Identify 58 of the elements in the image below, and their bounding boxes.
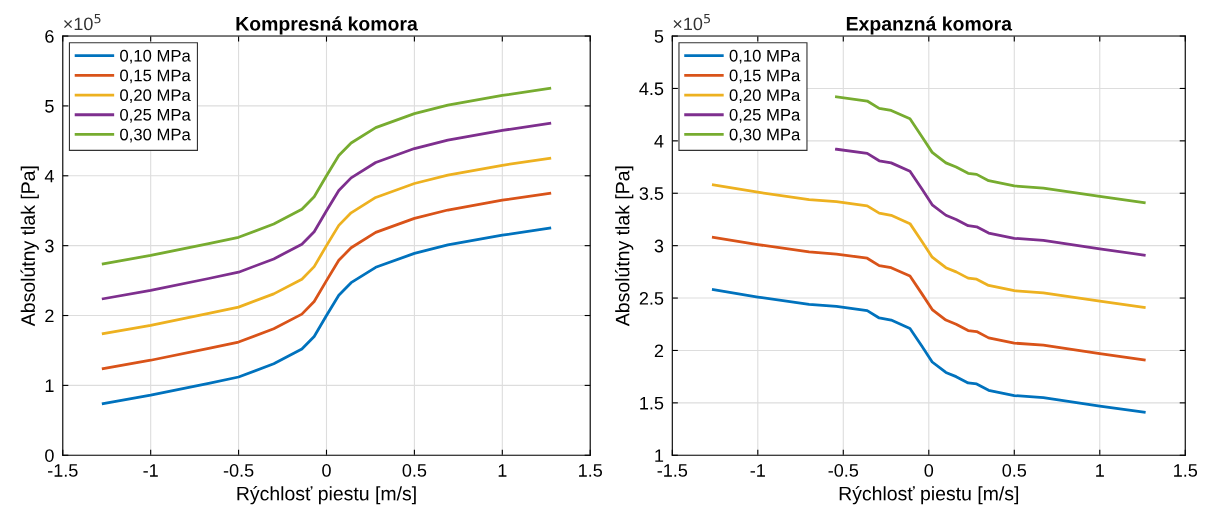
x-tick-label: 1.5 [579, 464, 603, 477]
y-axis-title: Absolútny tlak [Pa] [20, 166, 39, 327]
y-tick-label: 3 [654, 239, 664, 253]
legend-label: 0,25 MPa [729, 108, 801, 123]
line-series [101, 156, 552, 336]
y-axis-title: Absolútny tlak [Pa] [614, 166, 634, 327]
text: ×10$^{5}$ [673, 13, 711, 31]
x-tick-label: 0.5 [1002, 464, 1027, 477]
x-tick-label: 0.5 [402, 464, 427, 477]
y-tick-label: 1 [655, 449, 664, 462]
y-tick-label: 5 [45, 100, 54, 113]
line-series [711, 183, 1146, 309]
y-tick-label: 0 [45, 449, 54, 462]
y-tick-label: 3 [45, 239, 54, 253]
y-tick-label: 6 [45, 29, 54, 43]
line-series [835, 95, 1146, 205]
text: ×10$^{5}$ [64, 13, 101, 31]
y-tick-label: 4 [44, 169, 54, 183]
legend-label: 0,10 MPa [120, 49, 191, 64]
x-tick-label: 0 [322, 464, 331, 477]
legend-label: 0,25 MPa [120, 108, 191, 123]
x-tick-label: -1 [750, 464, 765, 477]
legend-label: 0,15 MPa [120, 69, 191, 84]
x-tick-label: -1 [143, 464, 158, 477]
x-tick-label: 1 [498, 464, 507, 477]
legend-label: 0,20 MPa [120, 89, 191, 103]
x-tick-label: -1.5 [657, 464, 688, 477]
x-tick-label: -0.5 [223, 464, 254, 477]
line-series [101, 122, 552, 301]
y-tick-label: 2 [45, 309, 54, 323]
legend-label: 0,15 MPa [729, 69, 801, 84]
line-series [101, 191, 552, 371]
x-tick-label: -1.5 [48, 464, 78, 477]
y-tick-label: 4.5 [639, 82, 664, 96]
chart-title: Expanzná komora [846, 16, 1013, 35]
legend-label: 0,30 MPa [729, 128, 801, 143]
line-series [101, 87, 552, 266]
x-axis-title: Rýchlosť piestu [m/s] [839, 485, 1019, 505]
legend-label: 0,20 MPa [729, 89, 801, 103]
y-tick-label: 1 [45, 379, 54, 392]
x-tick-label: 1 [1096, 464, 1104, 477]
y-tick-label: 2 [654, 344, 664, 357]
y-tick-label: 2.5 [639, 291, 664, 305]
x-axis-title: Rýchlosť piestu [m/s] [237, 485, 416, 505]
y-tick-label: 4 [654, 134, 664, 148]
chart-title: Kompresná komora [236, 16, 418, 35]
legend-label: 0,30 MPa [120, 128, 191, 143]
legend-label: 0,10 MPa [729, 49, 801, 64]
y-tick-label: 3.5 [639, 187, 664, 200]
x-tick-label: 0 [924, 464, 934, 477]
line-series [711, 235, 1146, 362]
y-tick-label: 5 [654, 30, 664, 43]
x-tick-label: 1.5 [1174, 464, 1198, 477]
x-tick-label: -0.5 [828, 464, 859, 477]
line-series [835, 147, 1146, 257]
y-tick-label: 1.5 [640, 396, 664, 410]
line-series [101, 226, 552, 405]
line-series [711, 288, 1146, 414]
